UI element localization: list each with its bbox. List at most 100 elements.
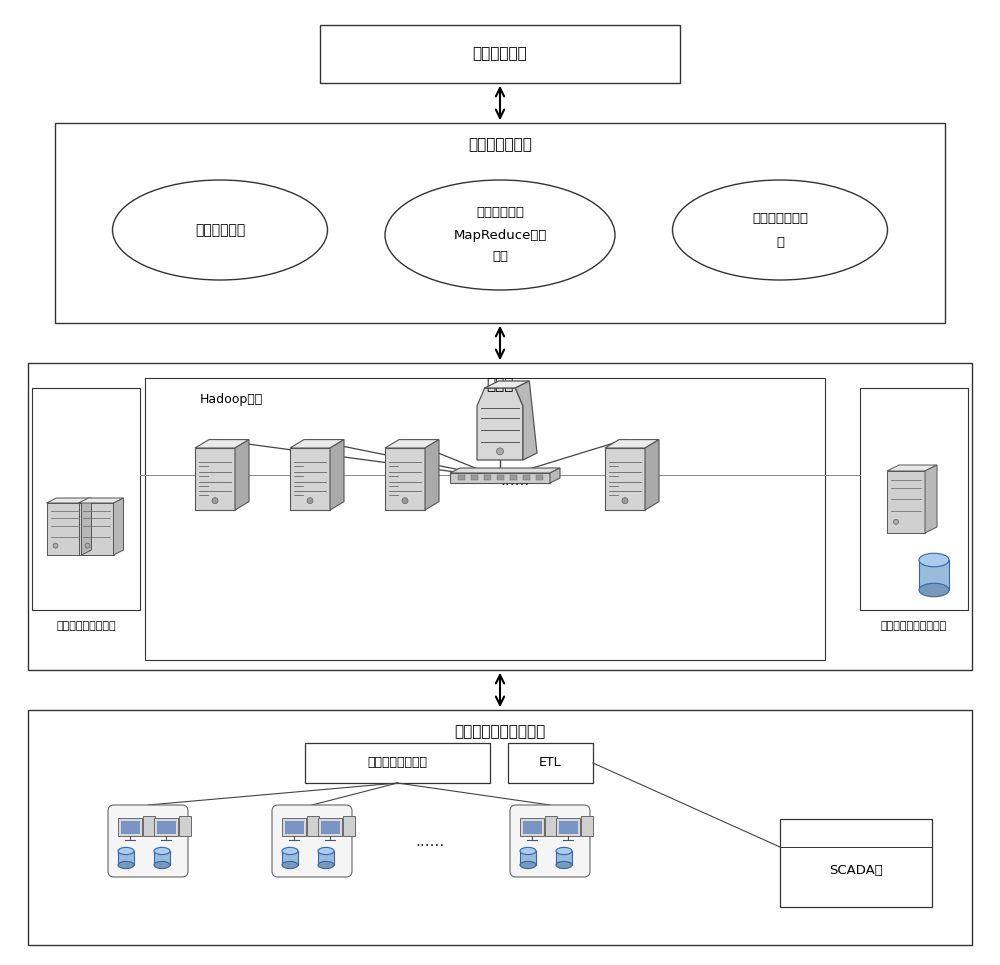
Bar: [118, 818, 142, 836]
Polygon shape: [515, 381, 537, 460]
Text: SCADA等: SCADA等: [829, 865, 883, 877]
Text: 高级应用分析服务器: 高级应用分析服务器: [56, 621, 116, 631]
Polygon shape: [79, 498, 124, 503]
Polygon shape: [47, 503, 82, 555]
Polygon shape: [195, 448, 235, 510]
Text: MapReduce作业: MapReduce作业: [453, 229, 547, 241]
Bar: [120, 820, 140, 834]
Circle shape: [307, 498, 313, 504]
Polygon shape: [485, 381, 529, 388]
Bar: [143, 816, 155, 836]
Text: 基础数据分析: 基础数据分析: [476, 207, 524, 219]
Bar: [520, 818, 544, 836]
Ellipse shape: [520, 847, 536, 855]
Bar: [32, 388, 140, 610]
Bar: [458, 476, 465, 481]
Circle shape: [85, 543, 90, 548]
Bar: [545, 816, 557, 836]
Ellipse shape: [118, 862, 134, 868]
Bar: [497, 476, 504, 481]
Circle shape: [894, 519, 899, 524]
Ellipse shape: [672, 180, 888, 280]
Ellipse shape: [282, 862, 298, 868]
Bar: [522, 820, 542, 834]
Bar: [523, 476, 530, 481]
Bar: [508, 743, 593, 783]
FancyBboxPatch shape: [510, 805, 590, 877]
Polygon shape: [385, 440, 439, 448]
Text: 物理层: 物理层: [486, 377, 514, 393]
Text: ......: ......: [415, 834, 445, 848]
Polygon shape: [114, 498, 124, 555]
Polygon shape: [79, 503, 114, 555]
Ellipse shape: [318, 847, 334, 855]
Text: 高级应用接口: 高级应用接口: [195, 223, 245, 237]
Polygon shape: [645, 440, 659, 510]
Bar: [484, 476, 491, 481]
FancyBboxPatch shape: [108, 805, 188, 877]
Polygon shape: [235, 440, 249, 510]
Ellipse shape: [919, 553, 949, 566]
Ellipse shape: [118, 847, 134, 855]
Text: 口: 口: [776, 235, 784, 249]
Bar: [145, 378, 825, 660]
Text: 接口: 接口: [492, 251, 508, 263]
Polygon shape: [290, 440, 344, 448]
Polygon shape: [477, 388, 523, 460]
Bar: [558, 820, 578, 834]
Ellipse shape: [113, 180, 328, 280]
Text: ETL: ETL: [539, 757, 562, 769]
Polygon shape: [450, 473, 550, 483]
Bar: [320, 820, 340, 834]
Text: 电能质量监测数据采集: 电能质量监测数据采集: [454, 725, 546, 739]
Ellipse shape: [385, 180, 615, 290]
Ellipse shape: [282, 847, 298, 855]
Circle shape: [496, 448, 504, 455]
Bar: [154, 851, 170, 865]
Polygon shape: [330, 440, 344, 510]
Circle shape: [402, 498, 408, 504]
Polygon shape: [195, 440, 249, 448]
Polygon shape: [425, 440, 439, 510]
Polygon shape: [450, 468, 560, 473]
Bar: [282, 818, 306, 836]
Bar: [118, 851, 134, 865]
Bar: [919, 560, 949, 590]
Polygon shape: [47, 498, 92, 503]
FancyBboxPatch shape: [272, 805, 352, 877]
Text: 分析结果数据库服务器: 分析结果数据库服务器: [881, 621, 947, 631]
Text: ......: ......: [500, 473, 530, 487]
Bar: [318, 851, 334, 865]
Bar: [343, 816, 355, 836]
Bar: [320, 25, 680, 83]
Text: 用户交互界面: 用户交互界面: [473, 46, 527, 62]
Bar: [581, 816, 593, 836]
Circle shape: [212, 498, 218, 504]
Text: Hadoop集群: Hadoop集群: [200, 394, 263, 406]
Bar: [471, 476, 478, 481]
Ellipse shape: [154, 862, 170, 868]
Bar: [536, 476, 543, 481]
Text: 业务逻辑接口层: 业务逻辑接口层: [468, 137, 532, 152]
Polygon shape: [385, 448, 425, 510]
Ellipse shape: [556, 847, 572, 855]
Bar: [520, 851, 536, 865]
Bar: [307, 816, 319, 836]
Bar: [285, 820, 304, 834]
Bar: [154, 818, 178, 836]
Bar: [28, 363, 972, 670]
Polygon shape: [290, 448, 330, 510]
Bar: [318, 818, 342, 836]
Circle shape: [53, 543, 58, 548]
Bar: [305, 743, 490, 783]
Ellipse shape: [154, 847, 170, 855]
Bar: [55, 123, 945, 323]
Polygon shape: [887, 465, 937, 471]
Ellipse shape: [919, 583, 949, 596]
Ellipse shape: [520, 862, 536, 868]
Bar: [556, 851, 572, 865]
Bar: [28, 710, 972, 945]
Bar: [780, 819, 932, 907]
Bar: [510, 476, 517, 481]
Bar: [556, 818, 580, 836]
